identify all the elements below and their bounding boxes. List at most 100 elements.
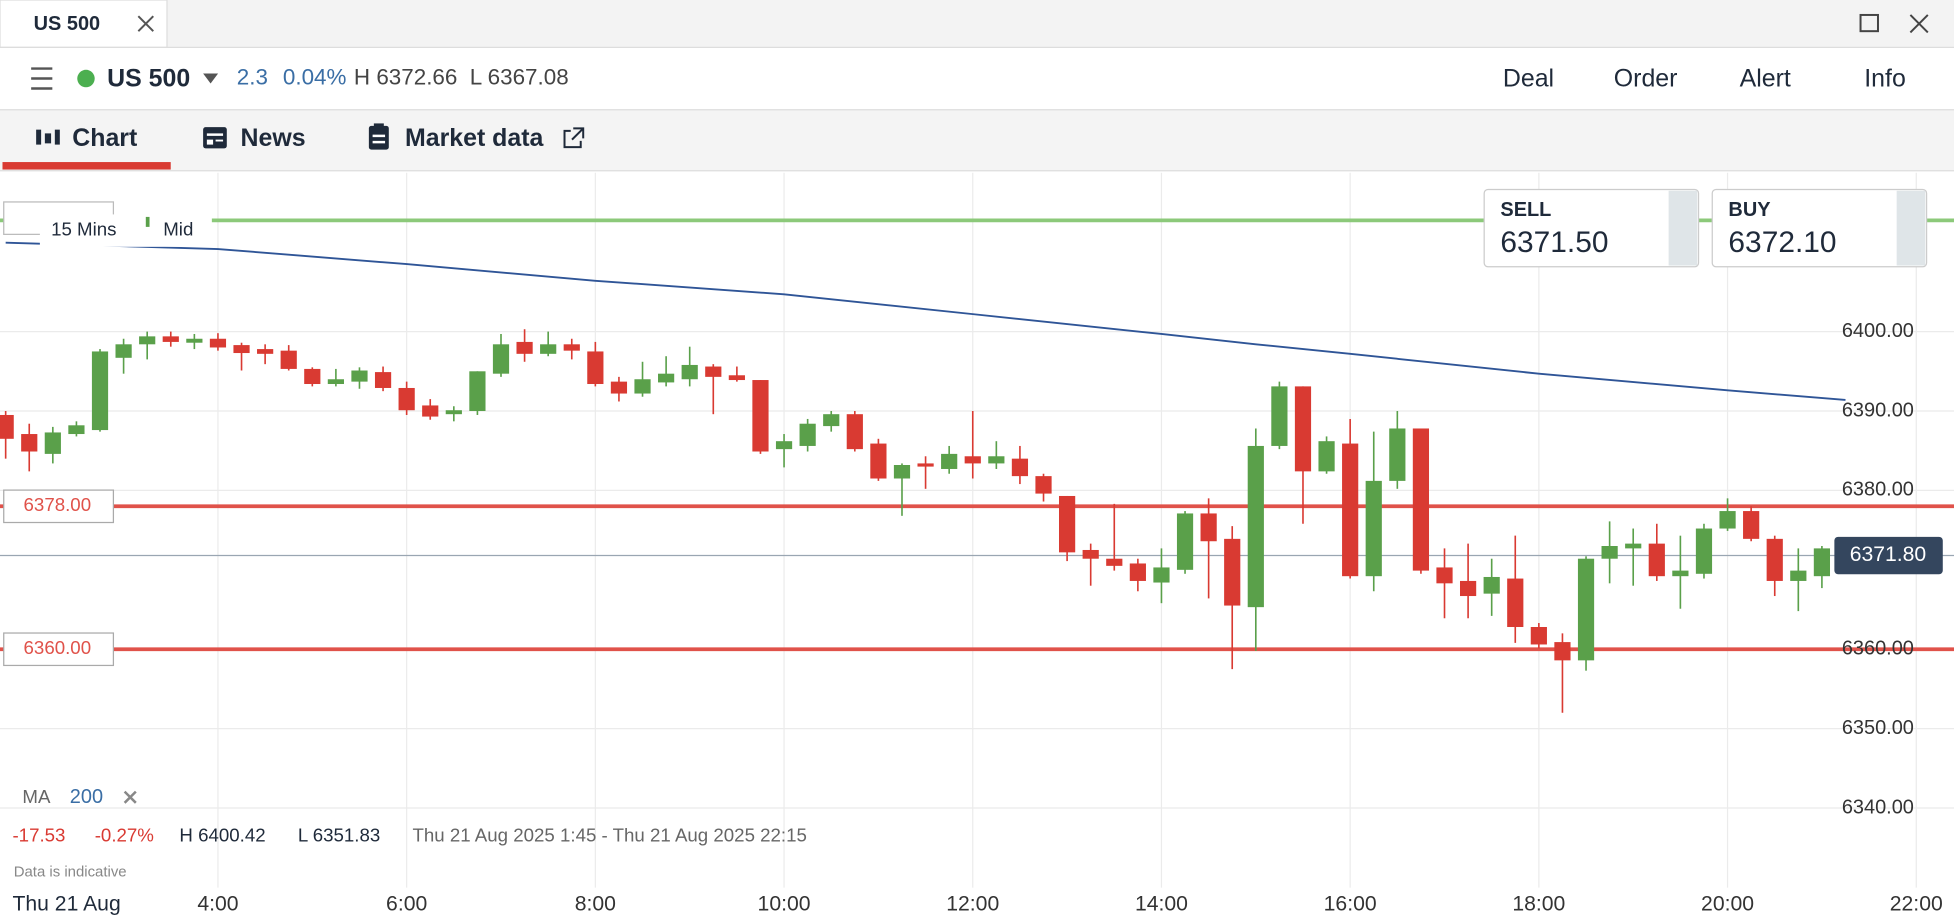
level-label: 6360.00 — [24, 637, 92, 658]
buy-box[interactable] — [1711, 188, 1928, 268]
x-tick-label: 16:00 — [1324, 893, 1377, 916]
candle-body — [1554, 642, 1571, 661]
last-price-badge — [1834, 536, 1943, 575]
y-tick-label: 6390.00 — [1842, 399, 1914, 421]
candle-body — [1813, 548, 1831, 577]
candle-body — [1365, 480, 1382, 577]
candle-body — [775, 441, 793, 450]
candle-body — [1601, 546, 1618, 559]
y-tick-label: 6340.00 — [1842, 796, 1914, 818]
interval-box — [39, 214, 212, 247]
day-high: H 6372.66 — [354, 64, 457, 89]
candle-body — [1082, 549, 1099, 559]
x-tick-label: 12:00 — [946, 893, 999, 916]
news-tab[interactable]: News — [241, 124, 306, 152]
candle-body — [44, 432, 61, 454]
day-low: L 6367.08 — [470, 64, 569, 89]
candle-body — [68, 425, 85, 435]
maximize[interactable] — [1859, 13, 1879, 33]
candle-body — [988, 456, 1005, 464]
candle-body — [799, 423, 816, 446]
instrument[interactable]: US 500 — [107, 64, 190, 92]
candle-body — [1011, 458, 1029, 477]
candle-body — [1719, 511, 1736, 529]
y-tick-label: 6350.00 — [1842, 717, 1914, 739]
x-tick-label: 4:00 — [197, 893, 238, 916]
ma-period: 200 — [70, 786, 103, 808]
candle-body — [1389, 428, 1406, 481]
chart-tab[interactable]: Chart — [72, 124, 137, 152]
change-pct: 0.04% — [283, 64, 347, 89]
x-tick-label: 20:00 — [1701, 893, 1754, 916]
candle-body — [1507, 578, 1524, 628]
alert-button[interactable]: Alert — [1740, 64, 1791, 92]
candle-body — [1035, 476, 1052, 494]
candle-body — [941, 453, 958, 469]
candle-body — [1577, 558, 1595, 661]
candle-body — [1106, 558, 1123, 566]
candle-body — [209, 338, 227, 348]
candle-body — [469, 371, 486, 412]
candle-body — [1294, 386, 1312, 472]
candle-body — [1625, 543, 1642, 549]
candle-body — [115, 344, 132, 358]
deal-button[interactable]: Deal — [1503, 64, 1554, 92]
change: 2.3 — [237, 64, 268, 89]
last-price-label: 6371.80 — [1850, 543, 1927, 566]
interval[interactable]: 15 Mins — [51, 219, 116, 240]
candle-body — [823, 414, 840, 427]
period-change: -17.53 — [12, 824, 65, 845]
x-tick-label: 6:00 — [386, 893, 427, 916]
candle-body — [1153, 567, 1170, 583]
sell-price: 6371.50 — [1500, 226, 1608, 259]
active-tab-indicator — [2, 162, 171, 170]
status-dot — [77, 69, 95, 88]
close-window[interactable] — [1909, 14, 1929, 34]
candle-body — [1200, 513, 1217, 542]
tab-row — [0, 109, 1954, 171]
candle-body — [1176, 513, 1194, 570]
candle-body — [280, 350, 297, 369]
candle-body — [587, 351, 604, 385]
candle-body — [634, 379, 651, 394]
candle-body — [610, 381, 628, 394]
price-type[interactable]: Mid — [163, 219, 193, 240]
dropdown[interactable] — [203, 73, 219, 84]
candle-body — [162, 336, 179, 342]
candle-body — [846, 414, 863, 450]
x-tick-label: 8:00 — [575, 893, 616, 916]
level-tag — [3, 489, 115, 524]
candle-body — [1743, 511, 1760, 539]
market-data-icon — [368, 123, 389, 150]
level-tag — [3, 632, 115, 667]
candle-body — [445, 410, 462, 415]
candle-body — [233, 345, 250, 354]
buy-label: BUY — [1728, 199, 1770, 221]
candle-body — [1695, 528, 1713, 574]
candle-body — [705, 366, 722, 377]
candle-body — [964, 456, 981, 464]
remove-ma[interactable] — [123, 790, 137, 804]
order-button[interactable]: Order — [1614, 64, 1678, 92]
close-tab[interactable] — [137, 15, 154, 32]
candle-body — [492, 344, 510, 374]
candle-body — [1129, 563, 1146, 581]
x-tick-label: 10:00 — [758, 893, 811, 916]
menu[interactable] — [31, 67, 53, 90]
level-label: 6378.00 — [24, 494, 92, 515]
candle-body — [563, 344, 580, 351]
window-tab-title: US 500 — [34, 13, 101, 35]
candle-body — [327, 379, 344, 385]
window-tab[interactable] — [0, 0, 168, 48]
candle-body — [91, 351, 109, 431]
info-button[interactable]: Info — [1864, 64, 1906, 92]
candle-body — [351, 370, 368, 382]
candle-body — [1459, 580, 1477, 597]
market-data-tab[interactable]: Market data — [405, 124, 545, 152]
y-tick-label: 6400.00 — [1842, 320, 1914, 342]
candle-body — [1271, 386, 1288, 446]
candle-body — [1530, 627, 1547, 645]
external-link-icon[interactable] — [563, 127, 585, 149]
sell-box[interactable] — [1483, 188, 1700, 268]
